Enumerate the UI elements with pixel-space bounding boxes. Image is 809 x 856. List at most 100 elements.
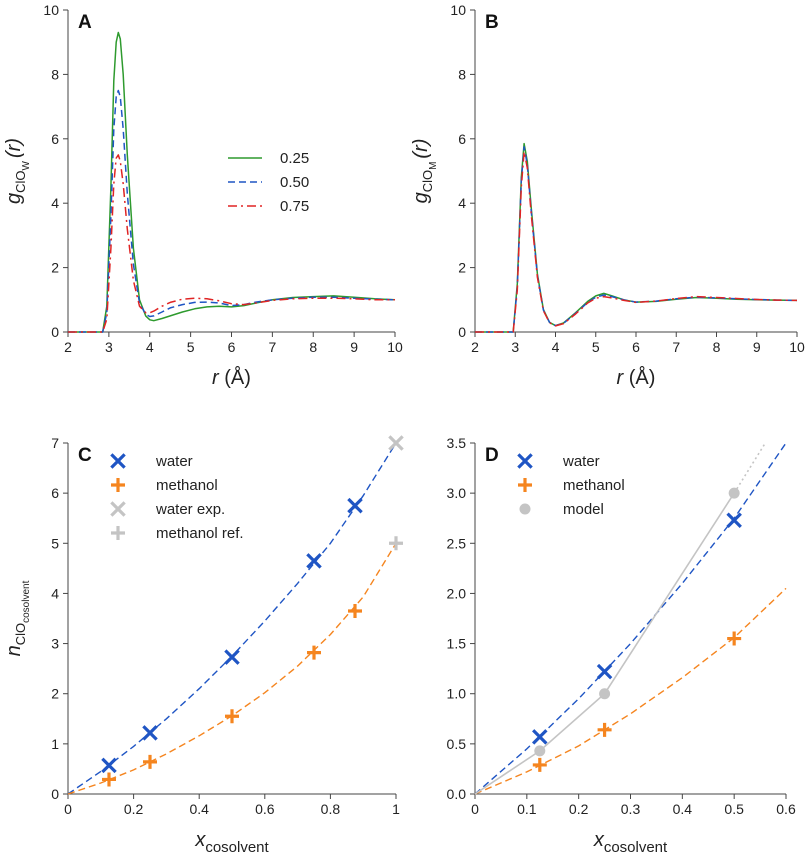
x-tick-label: 10 bbox=[789, 339, 805, 355]
legend-label: 0.25 bbox=[280, 150, 309, 167]
fit-line-orange bbox=[474, 587, 787, 795]
x-tick-label: 0.5 bbox=[724, 801, 744, 817]
data-point-methanol bbox=[727, 631, 742, 646]
legend-marker-x bbox=[110, 501, 126, 517]
series-line-0.75 bbox=[475, 150, 798, 333]
data-point-methanol-ref- bbox=[389, 536, 403, 551]
data-point-model bbox=[728, 487, 740, 499]
y-tick-label: 4 bbox=[458, 195, 466, 211]
y-tick-label: 7 bbox=[51, 435, 59, 451]
y-tick-label: 4 bbox=[51, 585, 59, 601]
data-point-water bbox=[142, 725, 158, 741]
legend-marker-x bbox=[110, 453, 126, 469]
panel-label: D bbox=[485, 445, 499, 466]
legend-marker-plus bbox=[518, 478, 532, 492]
y-axis-label: gClOW (r) bbox=[3, 138, 32, 204]
y-tick-label: 3.0 bbox=[447, 485, 467, 501]
x-axis-label-sub: cosolvent bbox=[604, 839, 668, 856]
legend-label: model bbox=[563, 501, 604, 518]
y-tick-label: 1 bbox=[51, 736, 59, 752]
y-tick-label: 6 bbox=[51, 131, 59, 147]
x-tick-label: 3 bbox=[511, 339, 519, 355]
x-tick-label: 0.4 bbox=[673, 801, 693, 817]
y-tick-label: 0 bbox=[458, 324, 466, 340]
y-axis-label-arg: (r) bbox=[410, 139, 432, 159]
y-axis-label-subsub: cosolvent bbox=[21, 580, 32, 622]
y-axis-label-main: g bbox=[410, 192, 432, 203]
y-axis-label-subsub: M bbox=[428, 162, 439, 170]
series-line-0.75 bbox=[68, 154, 395, 333]
x-tick-label: 10 bbox=[387, 339, 403, 355]
legend-label: methanol bbox=[156, 477, 218, 494]
y-axis-label-subsub: W bbox=[21, 160, 32, 170]
y-tick-label: 2 bbox=[458, 260, 466, 276]
data-point-water bbox=[532, 729, 548, 745]
x-axis-label-unit: (Å) bbox=[219, 366, 251, 389]
legend-marker-plus bbox=[111, 478, 125, 492]
y-tick-label: 2.5 bbox=[447, 535, 467, 551]
x-tick-label: 0.6 bbox=[776, 801, 796, 817]
x-tick-label: 1 bbox=[392, 801, 400, 817]
y-axis-label: nClOcosolvent bbox=[3, 580, 32, 656]
y-tick-label: 1.0 bbox=[447, 686, 467, 702]
data-point-model bbox=[599, 688, 611, 700]
y-tick-label: 2 bbox=[51, 686, 59, 702]
data-point-water bbox=[224, 649, 240, 665]
data-point-methanol bbox=[225, 709, 239, 724]
x-tick-label: 7 bbox=[672, 339, 680, 355]
panel-label: B bbox=[485, 12, 499, 33]
legend-label: 0.50 bbox=[280, 174, 309, 191]
data-point-methanol bbox=[597, 722, 612, 737]
legend-label: water exp. bbox=[155, 501, 225, 518]
x-tick-label: 9 bbox=[753, 339, 761, 355]
x-tick-label: 6 bbox=[632, 339, 640, 355]
panel-label: A bbox=[78, 12, 92, 33]
y-tick-label: 0 bbox=[51, 786, 59, 802]
y-tick-label: 0.5 bbox=[447, 736, 467, 752]
x-tick-label: 0.6 bbox=[255, 801, 275, 817]
y-axis-label-sub: ClO bbox=[13, 170, 28, 192]
legend-label: water bbox=[155, 453, 193, 470]
x-axis-label: r (Å) bbox=[212, 366, 251, 389]
y-tick-label: 5 bbox=[51, 535, 59, 551]
x-axis-label-main: x bbox=[194, 829, 206, 851]
x-axis-label-unit: (Å) bbox=[623, 366, 655, 389]
data-point-methanol bbox=[102, 772, 116, 787]
x-tick-label: 5 bbox=[187, 339, 195, 355]
x-tick-label: 0.4 bbox=[189, 801, 209, 817]
data-point-water bbox=[306, 553, 322, 569]
panel-d-chart: 0 0.1 0.2 0.3 0.4 0.5 0.6 0.0 0.5 1.0 1.5 2.0 2.5 3.0… bbox=[447, 435, 796, 856]
data-point-water bbox=[596, 663, 613, 680]
x-axis-label-main: r bbox=[212, 367, 220, 389]
data-point-methanol bbox=[307, 645, 321, 660]
x-tick-label: 0.1 bbox=[517, 801, 537, 817]
y-tick-label: 10 bbox=[43, 2, 59, 18]
data-point-methanol bbox=[143, 754, 157, 769]
legend-label: methanol ref. bbox=[156, 525, 244, 542]
y-axis-label-main: g bbox=[3, 193, 25, 204]
x-axis-label-sub: cosolvent bbox=[205, 839, 269, 856]
y-tick-label: 2.0 bbox=[447, 585, 467, 601]
x-axis-label-main: x bbox=[593, 829, 605, 851]
x-axis-label: r (Å) bbox=[617, 366, 656, 389]
legend-marker-x bbox=[517, 453, 533, 469]
data-point-water bbox=[347, 497, 363, 514]
y-tick-label: 10 bbox=[450, 2, 466, 18]
y-axis-label: gClOM (r) bbox=[410, 139, 439, 204]
x-tick-label: 0 bbox=[64, 801, 72, 817]
y-tick-label: 4 bbox=[51, 195, 59, 211]
x-tick-label: 5 bbox=[592, 339, 600, 355]
panel-c-chart: 0 0.2 0.4 0.6 0.8 101234567CxcosolventnClOcos… bbox=[3, 435, 404, 856]
x-tick-label: 7 bbox=[268, 339, 276, 355]
x-tick-label: 4 bbox=[146, 339, 154, 355]
legend-label: water bbox=[562, 453, 600, 470]
data-point-water-exp- bbox=[388, 435, 404, 451]
x-tick-label: 0.2 bbox=[124, 801, 144, 817]
y-axis-label-sub: ClO bbox=[13, 623, 28, 645]
x-tick-label: 4 bbox=[552, 339, 560, 355]
legend-label: methanol bbox=[563, 477, 625, 494]
x-axis-label: xcosolvent bbox=[593, 829, 668, 856]
x-tick-label: 0.2 bbox=[569, 801, 589, 817]
